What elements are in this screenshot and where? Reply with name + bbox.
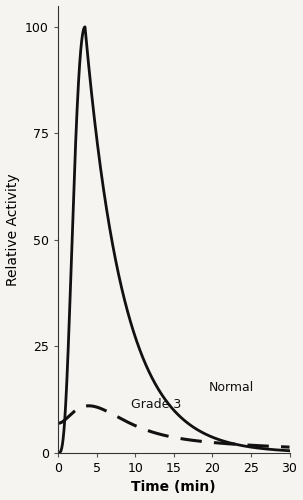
X-axis label: Time (min): Time (min): [132, 480, 216, 494]
Y-axis label: Relative Activity: Relative Activity: [5, 173, 20, 286]
Text: Grade 3: Grade 3: [131, 398, 181, 411]
Text: Normal: Normal: [208, 381, 254, 394]
